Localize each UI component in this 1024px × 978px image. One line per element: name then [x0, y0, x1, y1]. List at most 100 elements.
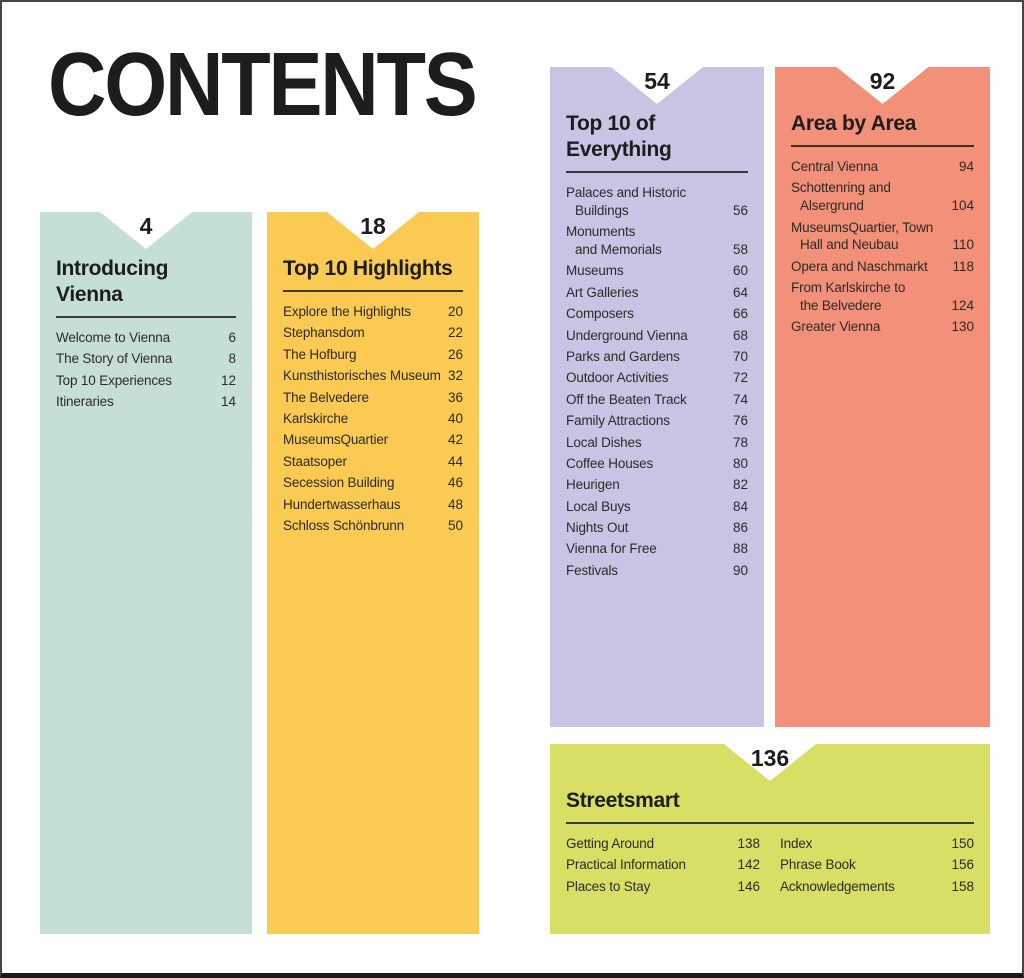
- toc-entry-page: 146: [737, 878, 760, 894]
- toc-entry[interactable]: Vienna for Free 88: [566, 540, 748, 558]
- toc-entry-label: Family Attractions: [566, 413, 670, 429]
- toc-entry[interactable]: From Karlskirche to the Belvedere 124: [791, 279, 974, 315]
- toc-entry[interactable]: Greater Vienna 130: [791, 318, 974, 336]
- toc-entry-label: Explore the Highlights: [283, 304, 412, 319]
- toc-entry-label: Opera and Naschmarkt: [791, 258, 928, 274]
- toc-entry-label: Composers: [566, 306, 634, 322]
- toc-entry[interactable]: Hundertwasserhaus 48: [283, 496, 463, 514]
- toc-entry[interactable]: Art Galleries 64: [566, 284, 748, 302]
- toc-entry-label: Nights Out: [566, 520, 629, 536]
- toc-entry[interactable]: Palaces and Historic Buildings 56: [566, 184, 748, 220]
- toc-column-right: Index 150 Phrase Book 156 Acknowledgemen…: [780, 835, 974, 899]
- toc-entry[interactable]: Composers 66: [566, 305, 748, 323]
- toc-entry[interactable]: Parks and Gardens 70: [566, 348, 748, 366]
- page-number-notch: 4: [100, 212, 192, 249]
- toc-entry[interactable]: Phrase Book 156: [780, 856, 974, 874]
- toc-entry[interactable]: MuseumsQuartier 42: [283, 431, 463, 449]
- toc-list: Palaces and Historic Buildings 56 Monume…: [566, 184, 748, 580]
- section-panel-top-10-highlights: 18 Top 10 Highlights Explore the Highlig…: [267, 212, 479, 934]
- toc-entry-label: Getting Around: [566, 836, 654, 851]
- toc-entry-label: Palaces and Historic Buildings: [566, 185, 687, 218]
- toc-entry-label: Kunsthistorisches Museum: [283, 368, 441, 384]
- toc-entry[interactable]: Festivals 90: [566, 562, 748, 580]
- toc-entry-label: The Belvedere: [283, 389, 369, 405]
- section-start-page: 92: [869, 68, 896, 94]
- toc-entry-label: The Story of Vienna: [56, 351, 173, 367]
- toc-entry-page: 50: [447, 517, 463, 533]
- toc-entry[interactable]: Top 10 Experiences 12: [56, 372, 236, 390]
- toc-entry-page: 158: [951, 878, 974, 894]
- section-panel-streetsmart: 136 Streetsmart Getting Around 138 Pract…: [550, 744, 990, 934]
- toc-entry[interactable]: Local Dishes 78: [566, 434, 748, 452]
- page-number-notch: 92: [836, 67, 929, 104]
- toc-entry[interactable]: Local Buys 84: [566, 498, 748, 516]
- toc-entry-label: The Hofburg: [283, 346, 357, 362]
- page-number-notch: 136: [724, 744, 816, 781]
- toc-entry[interactable]: Nights Out 86: [566, 519, 748, 537]
- toc-entry[interactable]: Schloss Schönbrunn 50: [283, 517, 463, 535]
- toc-entry[interactable]: Staatsoper 44: [283, 453, 463, 471]
- toc-entry-label: Heurigen: [566, 477, 620, 493]
- toc-entry[interactable]: Monuments and Memorials 58: [566, 223, 748, 259]
- section-start-page: 18: [360, 213, 386, 239]
- toc-entry[interactable]: Explore the Highlights 20: [283, 303, 463, 321]
- section-title: Introducing Vienna: [56, 257, 169, 306]
- toc-entry-label: Museums: [566, 263, 624, 279]
- toc-entry-label: Outdoor Activities: [566, 370, 669, 386]
- toc-entry[interactable]: Museums 60: [566, 262, 748, 280]
- toc-entry[interactable]: Opera and Naschmarkt 118: [791, 258, 974, 276]
- toc-entry[interactable]: Coffee Houses 80: [566, 455, 748, 473]
- title-divider: [566, 822, 974, 824]
- toc-entry-label: Itineraries: [56, 394, 114, 410]
- toc-entry[interactable]: MuseumsQuartier, Town Hall and Neubau 11…: [791, 219, 974, 255]
- toc-entry[interactable]: Secession Building 46: [283, 474, 463, 492]
- toc-entry-label: Hundertwasserhaus: [283, 496, 401, 512]
- toc-entry[interactable]: Welcome to Vienna 6: [56, 329, 236, 347]
- section-title: Area by Area: [791, 112, 917, 135]
- toc-entry-page: 90: [732, 562, 748, 578]
- toc-entry[interactable]: Acknowledgements 158: [780, 878, 974, 896]
- toc-entry[interactable]: Getting Around 138: [566, 835, 760, 853]
- toc-entry[interactable]: Itineraries 14: [56, 393, 236, 411]
- toc-entry[interactable]: Underground Vienna 68: [566, 327, 748, 345]
- toc-entry[interactable]: Heurigen 82: [566, 476, 748, 494]
- toc-entry-label: Stephansdom: [283, 325, 365, 341]
- section-panel-top-10-of-everything: 54 Top 10 of Everything Palaces and Hist…: [550, 67, 764, 727]
- toc-entry[interactable]: Places to Stay 146: [566, 878, 760, 896]
- toc-entry[interactable]: The Hofburg 26: [283, 346, 463, 364]
- toc-entry-page: 104: [951, 198, 974, 214]
- toc-entry[interactable]: Central Vienna 94: [791, 158, 974, 176]
- toc-entry[interactable]: Kunsthistorisches Museum 32: [283, 367, 463, 385]
- page-title: CONTENTS: [48, 35, 478, 135]
- toc-entry-label: Vienna for Free: [566, 541, 657, 557]
- toc-entry[interactable]: Practical Information 142: [566, 856, 760, 874]
- toc-entry-page: 74: [732, 391, 748, 407]
- toc-entry-page: 118: [952, 258, 974, 274]
- page-number-notch: 18: [327, 212, 419, 249]
- toc-entry-label: Art Galleries: [566, 284, 639, 300]
- toc-entry-page: 22: [447, 325, 463, 341]
- page-number-notch: 54: [611, 67, 703, 104]
- toc-entry-label: Schloss Schönbrunn: [283, 517, 405, 533]
- toc-entry-label: Schottenring and Alsergrund: [791, 180, 891, 214]
- toc-entry-page: 46: [447, 475, 463, 491]
- toc-entry[interactable]: Schottenring and Alsergrund 104: [791, 179, 974, 215]
- toc-entry-label: Index: [780, 836, 813, 851]
- section-title: Streetsmart: [566, 789, 680, 812]
- toc-entry[interactable]: Karlskirche 40: [283, 410, 463, 428]
- toc-entry[interactable]: The Belvedere 36: [283, 389, 463, 407]
- toc-entry[interactable]: Family Attractions 76: [566, 412, 748, 430]
- toc-entry-label: Parks and Gardens: [566, 348, 680, 364]
- toc-entry[interactable]: The Story of Vienna 8: [56, 350, 236, 368]
- toc-entry[interactable]: Off the Beaten Track 74: [566, 391, 748, 409]
- toc-entry-page: 150: [951, 836, 974, 851]
- toc-entry[interactable]: Outdoor Activities 72: [566, 369, 748, 387]
- toc-columns: Getting Around 138 Practical Information…: [566, 835, 974, 899]
- toc-entry-page: 142: [737, 857, 760, 873]
- toc-entry-page: 58: [732, 241, 748, 257]
- toc-entry[interactable]: Stephansdom 22: [283, 324, 463, 342]
- toc-entry[interactable]: Index 150: [780, 835, 974, 853]
- toc-entry-page: 32: [447, 368, 463, 384]
- toc-entry-page: 68: [732, 327, 748, 343]
